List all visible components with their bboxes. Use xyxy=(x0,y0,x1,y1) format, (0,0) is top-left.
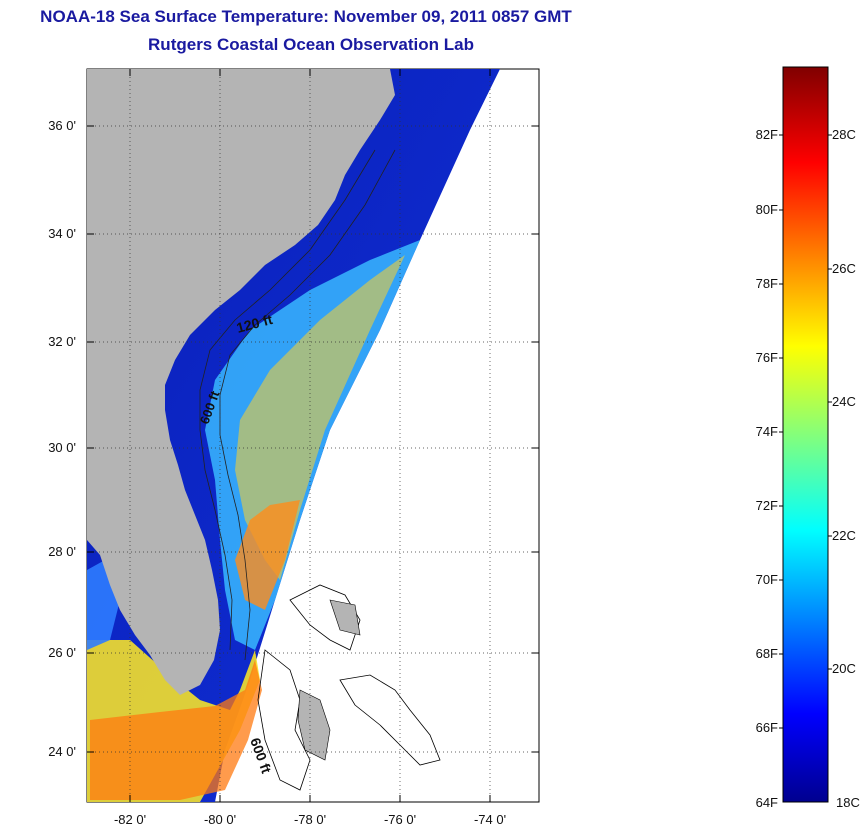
lon-label-74: -74 0' xyxy=(473,812,507,827)
lat-label-26: 26 0' xyxy=(48,645,76,660)
colorbar-label-66f: 66F xyxy=(755,720,778,735)
map-title: NOAA-18 Sea Surface Temperature: Novembe… xyxy=(40,7,572,26)
map-subtitle: Rutgers Coastal Ocean Observation Lab xyxy=(148,35,474,54)
lon-label-80: -80 0' xyxy=(203,812,237,827)
colorbar-label-22c: 22C xyxy=(832,528,856,543)
lon-label-76: -76 0' xyxy=(383,812,417,827)
lat-lon-grid xyxy=(87,69,539,802)
warm-band-yellow xyxy=(235,255,405,580)
colorbar-label-80f: 80F xyxy=(755,202,778,217)
colorbar-label-78f: 78F xyxy=(755,276,778,291)
colorbar xyxy=(782,66,829,803)
colorbar-label-72f: 72F xyxy=(755,498,778,513)
lon-label-78: -78 0' xyxy=(293,812,327,827)
colorbar-label-64f: 64F xyxy=(755,795,778,810)
colorbar-label-76f: 76F xyxy=(755,350,778,365)
colorbar-ticks xyxy=(779,134,832,729)
colorbar-label-82f: 82F xyxy=(755,127,778,142)
colorbar-label-26c: 26C xyxy=(832,261,856,276)
lon-label-82: -82 0' xyxy=(113,812,147,827)
lat-label-34: 34 0' xyxy=(48,226,76,241)
lat-label-32: 32 0' xyxy=(48,334,76,349)
colorbar-label-28c: 28C xyxy=(832,127,856,142)
land-mass xyxy=(87,69,395,695)
keys-warm-water xyxy=(90,660,262,800)
colorbar-label-18c: 18C xyxy=(836,795,860,810)
lat-label-28: 28 0' xyxy=(48,544,76,559)
lat-label-24: 24 0' xyxy=(48,744,76,759)
colorbar-label-74f: 74F xyxy=(755,424,778,439)
andros-island xyxy=(297,689,331,761)
lat-label-36: 36 0' xyxy=(48,118,76,133)
colorbar-label-70f: 70F xyxy=(755,572,778,587)
colorbar-label-24c: 24C xyxy=(832,394,856,409)
warm-band-orange xyxy=(235,500,300,610)
axis-ticks xyxy=(87,69,539,802)
lat-label-30: 30 0' xyxy=(48,440,76,455)
bahamas-outline xyxy=(257,584,441,791)
colorbar-label-20c: 20C xyxy=(832,661,856,676)
contour-600ft xyxy=(219,149,396,661)
colorbar-label-68f: 68F xyxy=(755,646,778,661)
grand-bahama xyxy=(329,599,361,636)
